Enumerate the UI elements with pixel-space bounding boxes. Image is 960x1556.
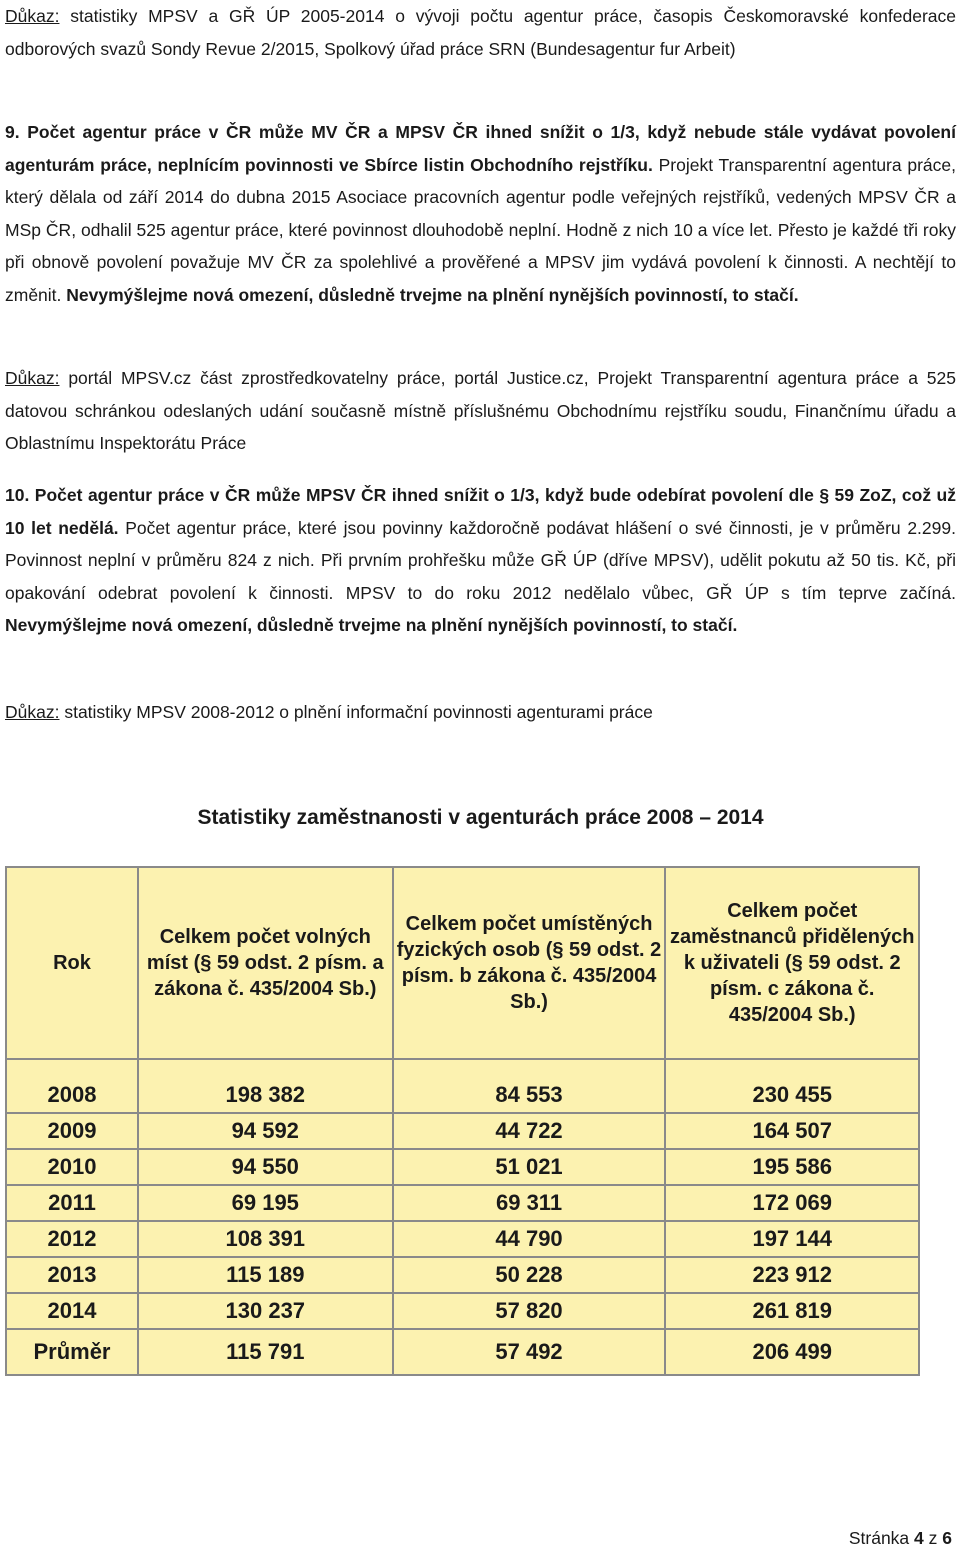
- cell-year: 2011: [5, 1184, 139, 1222]
- cell-assigned: 164 507: [664, 1112, 920, 1150]
- cell-placed: 69 311: [391, 1184, 667, 1222]
- header-assigned-employees: Celkem počet zaměstnanců přidělených k u…: [664, 866, 920, 1060]
- evidence-paragraph-1: Důkaz: statistiky MPSV a GŘ ÚP 2005-2014…: [5, 0, 956, 65]
- table-row: 2009 94 592 44 722 164 507: [5, 1112, 920, 1150]
- cell-year: 2012: [5, 1220, 139, 1258]
- evidence-text: portál MPSV.cz část zprostředkovatelny p…: [5, 368, 956, 453]
- point-9-heading: 9. Počet agentur práce v ČR může MV ČR a…: [5, 122, 956, 175]
- cell-assigned: 261 819: [664, 1292, 920, 1330]
- point-9-conclusion: Nevymýšlejme nová omezení, důsledně trve…: [66, 284, 799, 305]
- table-header-row: Rok Celkem počet volných míst (§ 59 odst…: [5, 866, 920, 1060]
- point-10-conclusion: Nevymýšlejme nová omezení, důsledně trve…: [5, 615, 738, 635]
- page-current: 4: [914, 1528, 924, 1548]
- cell-year: 2010: [5, 1148, 139, 1186]
- table-row: 2013 115 189 50 228 223 912: [5, 1256, 920, 1294]
- table-row: 2008 198 382 84 553 230 455: [5, 1058, 920, 1114]
- evidence-paragraph-2: Důkaz: portál MPSV.cz část zprostředkova…: [5, 362, 956, 460]
- evidence-text: statistiky MPSV a GŘ ÚP 2005-2014 o vývo…: [5, 6, 956, 59]
- evidence-label: Důkaz:: [5, 702, 60, 722]
- header-placed-persons: Celkem počet umístěných fyzických osob (…: [391, 866, 667, 1060]
- page-number-separator: z: [923, 1528, 943, 1548]
- cell-placed: 57 820: [391, 1292, 667, 1330]
- cell-vacancies: 198 382: [136, 1058, 394, 1114]
- cell-year: 2008: [5, 1058, 139, 1114]
- cell-vacancies: 108 391: [136, 1220, 394, 1258]
- cell-placed: 84 553: [391, 1058, 667, 1114]
- point-9-paragraph: 9. Počet agentur práce v ČR může MV ČR a…: [5, 116, 956, 311]
- evidence-paragraph-3: Důkaz: statistiky MPSV 2008-2012 o plněn…: [5, 696, 653, 729]
- cell-average-label: Průměr: [5, 1328, 139, 1376]
- cell-assigned: 230 455: [664, 1058, 920, 1114]
- evidence-label: Důkaz:: [5, 6, 60, 26]
- cell-assigned: 223 912: [664, 1256, 920, 1294]
- cell-vacancies: 115 189: [136, 1256, 394, 1294]
- cell-assigned: 206 499: [664, 1328, 920, 1376]
- table-row-average: Průměr 115 791 57 492 206 499: [5, 1328, 920, 1376]
- page-total: 6: [942, 1528, 952, 1548]
- cell-assigned: 172 069: [664, 1184, 920, 1222]
- cell-vacancies: 94 550: [136, 1148, 394, 1186]
- employment-stats-table: Rok Celkem počet volných míst (§ 59 odst…: [5, 866, 920, 1376]
- header-vacancies: Celkem počet volných míst (§ 59 odst. 2 …: [136, 866, 394, 1060]
- cell-placed: 44 722: [391, 1112, 667, 1150]
- point-10-heading: 10. Počet agentur práce v ČR může MPSV Č…: [5, 485, 956, 538]
- cell-placed: 57 492: [391, 1328, 667, 1376]
- evidence-text: statistiky MPSV 2008-2012 o plnění infor…: [59, 702, 653, 722]
- table-row: 2014 130 237 57 820 261 819: [5, 1292, 920, 1330]
- point-10-paragraph: 10. Počet agentur práce v ČR může MPSV Č…: [5, 479, 956, 642]
- cell-year: 2013: [5, 1256, 139, 1294]
- cell-assigned: 195 586: [664, 1148, 920, 1186]
- point-10-text: Počet agentur práce, které jsou povinny …: [5, 517, 956, 603]
- cell-vacancies: 69 195: [136, 1184, 394, 1222]
- cell-year: 2014: [5, 1292, 139, 1330]
- cell-placed: 51 021: [391, 1148, 667, 1186]
- evidence-label: Důkaz:: [5, 368, 60, 388]
- table-row: 2011 69 195 69 311 172 069: [5, 1184, 920, 1222]
- table-title: Statistiky zaměstnanosti v agenturách pr…: [197, 806, 764, 829]
- page-number-prefix: Stránka: [848, 1528, 915, 1548]
- cell-vacancies: 115 791: [136, 1328, 394, 1376]
- cell-placed: 44 790: [391, 1220, 667, 1258]
- cell-year: 2009: [5, 1112, 139, 1150]
- cell-assigned: 197 144: [664, 1220, 920, 1258]
- page-number: Stránka 4 z 6: [849, 1528, 952, 1549]
- cell-vacancies: 94 592: [136, 1112, 394, 1150]
- table-row: 2010 94 550 51 021 195 586: [5, 1148, 920, 1186]
- point-9-text: Projekt Transparentní agentura práce, kt…: [5, 154, 956, 305]
- cell-placed: 50 228: [391, 1256, 667, 1294]
- cell-vacancies: 130 237: [136, 1292, 394, 1330]
- table-row: 2012 108 391 44 790 197 144: [5, 1220, 920, 1258]
- header-year: Rok: [5, 866, 139, 1060]
